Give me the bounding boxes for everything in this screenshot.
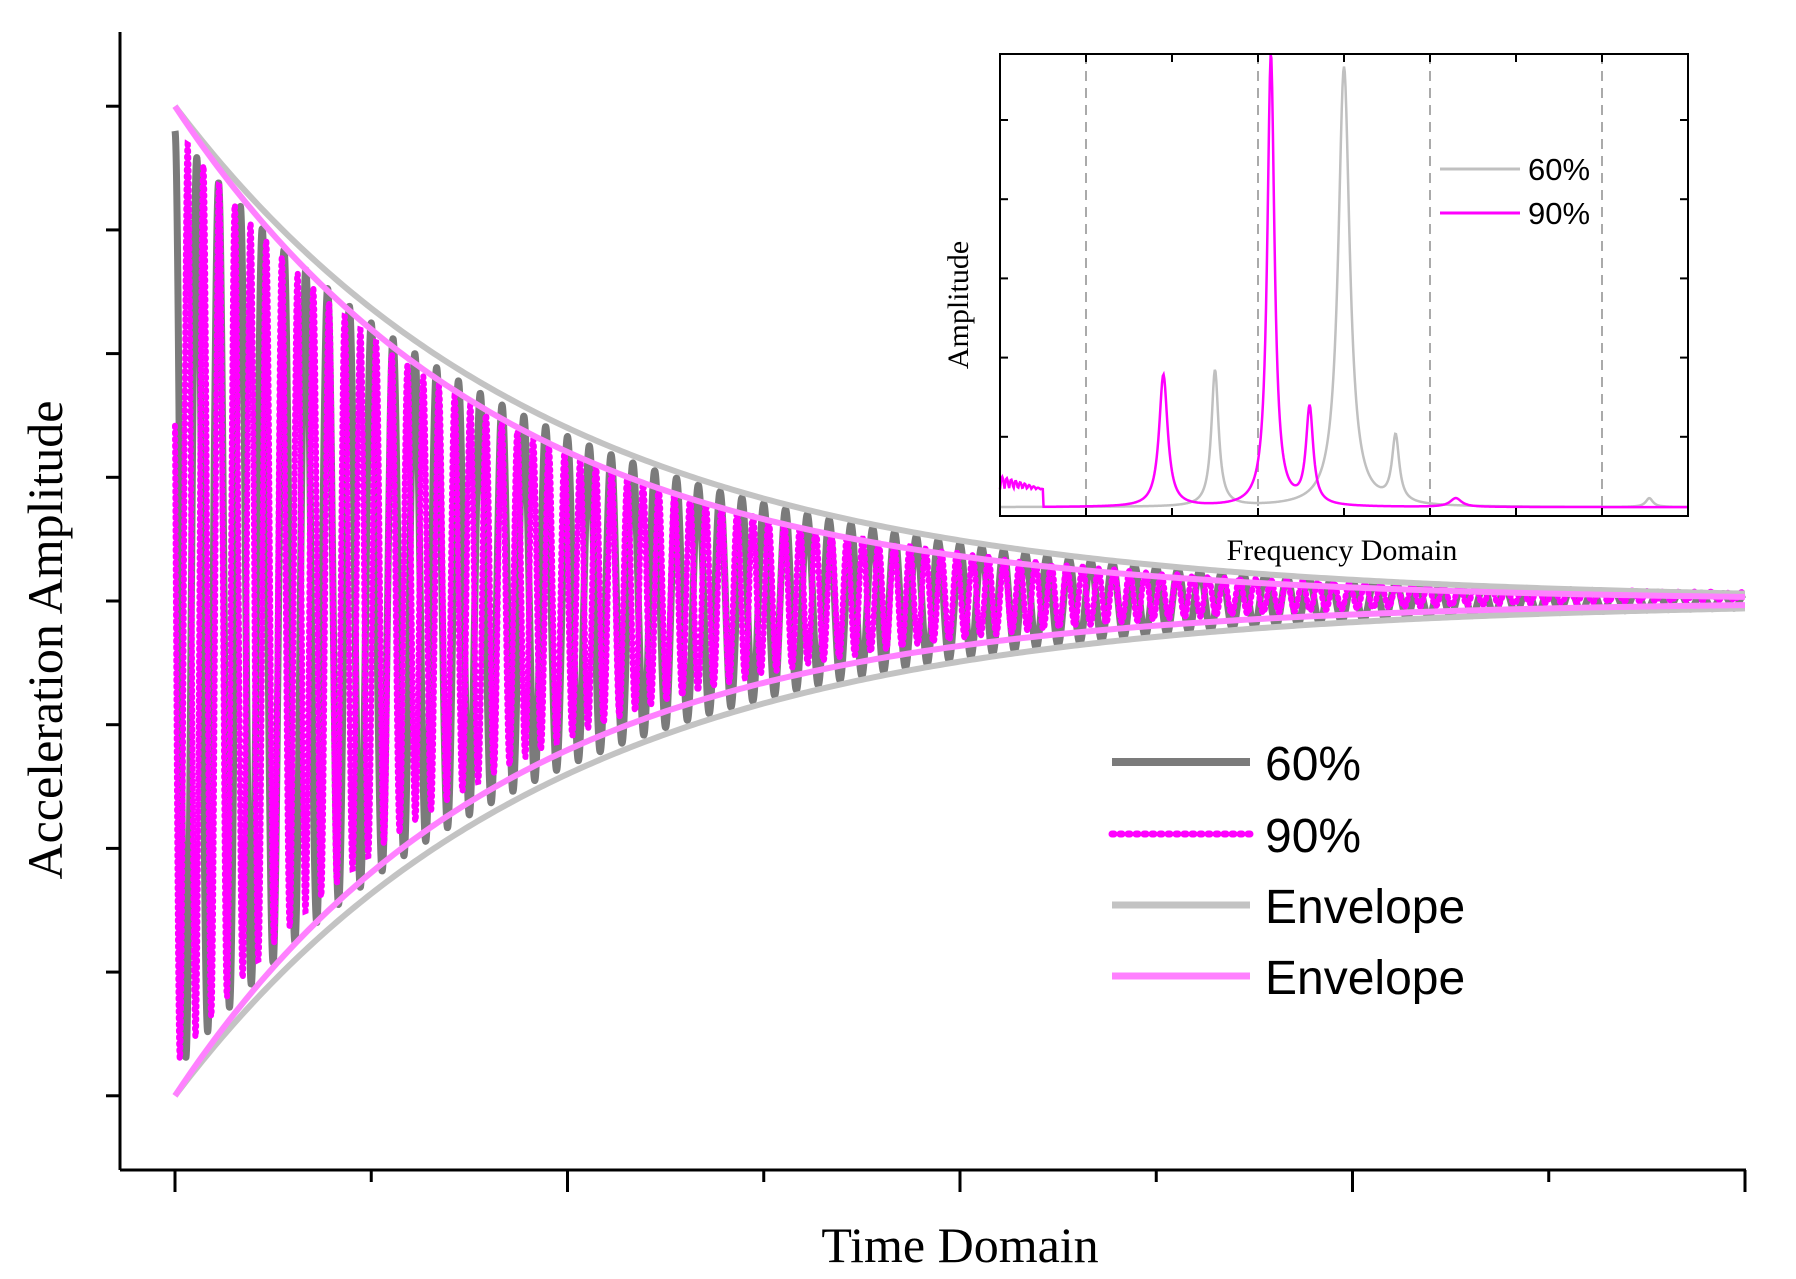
legend-label-90: 90% (1265, 810, 1361, 863)
main-legend: 60% 90% Envelope Envelope (1108, 738, 1465, 1005)
envelope-grey-lower (172, 605, 1746, 1098)
envelope-pink-lower (172, 602, 1746, 1098)
inset-ticks (1000, 54, 1688, 516)
envelope-grey-upper (172, 104, 1746, 597)
main-plot-traces (171, 104, 1749, 1098)
legend-label-envelope-pink: Envelope (1265, 952, 1465, 1005)
inset-dashed-lines (1085, 54, 1603, 516)
inset-background (1000, 54, 1688, 516)
inset-legend: 60% 90% (1440, 152, 1590, 231)
main-y-axis-label: Acceleration Amplitude (17, 400, 73, 879)
inset-traces (998, 54, 1688, 509)
main-x-axis-label: Time Domain (821, 1217, 1098, 1273)
inset-legend-label-60: 60% (1528, 152, 1590, 187)
inset-series-90-trace (998, 54, 1688, 509)
envelope-pink-upper (172, 104, 1746, 600)
legend-label-envelope-grey: Envelope (1265, 881, 1465, 934)
main-plot-axes (106, 32, 1747, 1192)
legend-label-60: 60% (1265, 738, 1361, 791)
inset-x-axis-label: Frequency Domain (1227, 534, 1458, 567)
series-90-trace (172, 139, 1748, 1064)
inset-y-axis-label: Amplitude (942, 241, 975, 369)
inset-legend-label-90: 90% (1528, 196, 1590, 231)
inset-chart: Frequency Domain Amplitude 60% 90% (942, 53, 1689, 567)
